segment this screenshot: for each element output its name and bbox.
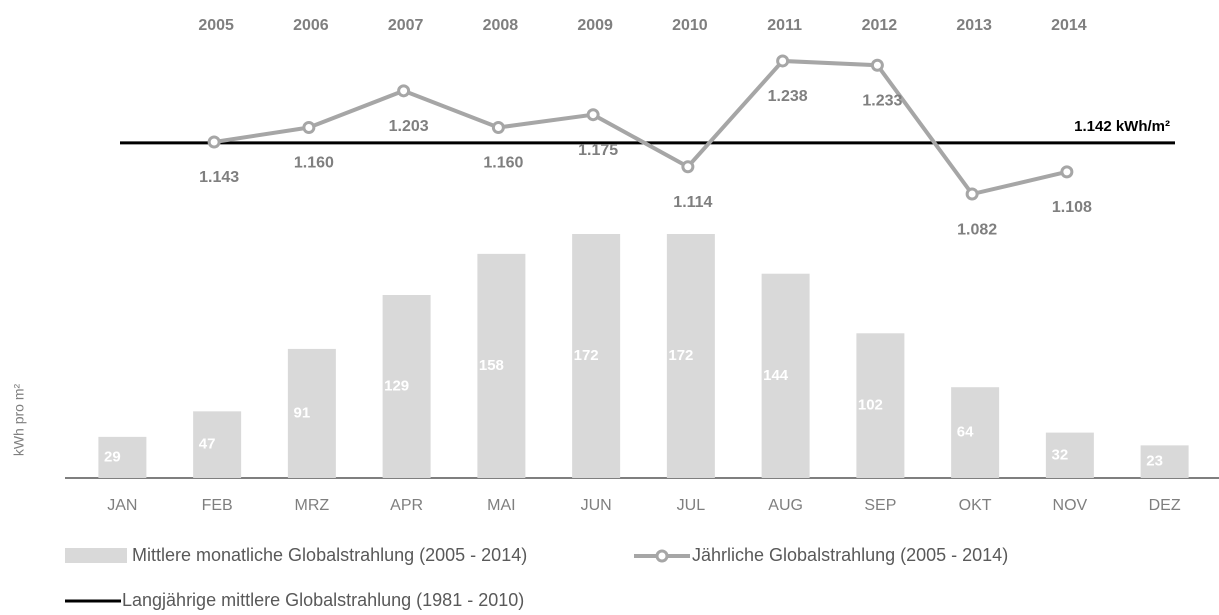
bar-label: 172 xyxy=(574,347,599,364)
point-label: 1.175 xyxy=(578,142,618,159)
year-label: 2014 xyxy=(1051,17,1087,34)
bar-label: 23 xyxy=(1146,453,1163,470)
point xyxy=(1060,165,1074,179)
x-tick-label: OKT xyxy=(959,497,992,514)
x-tick-label: SEP xyxy=(864,497,896,514)
bar-label: 172 xyxy=(668,347,693,364)
point-label: 1.108 xyxy=(1052,199,1092,216)
x-tick-label: JAN xyxy=(107,497,137,514)
bar xyxy=(1045,432,1094,478)
year-label: 2005 xyxy=(198,17,234,34)
bar-label: 64 xyxy=(957,424,974,441)
point-label: 1.203 xyxy=(389,118,429,135)
bar xyxy=(98,436,147,478)
year-label: 2012 xyxy=(862,17,898,34)
year-label: 2011 xyxy=(767,17,802,34)
legend-point xyxy=(655,549,669,563)
x-tick-label: NOV xyxy=(1053,497,1088,514)
bar-label: 32 xyxy=(1052,446,1069,463)
year-label: 2008 xyxy=(483,17,519,34)
bar xyxy=(287,348,336,478)
year-label: 2013 xyxy=(956,17,992,34)
bar xyxy=(477,253,526,478)
x-tick-label: FEB xyxy=(202,497,233,514)
point xyxy=(491,120,505,134)
bar-label: 47 xyxy=(199,436,216,453)
x-tick-label: DEZ xyxy=(1149,497,1181,514)
legend-label: Langjährige mittlere Globalstrahlung (19… xyxy=(122,590,524,610)
point xyxy=(207,135,221,149)
point xyxy=(681,160,695,174)
legend-label: Mittlere monatliche Globalstrahlung (200… xyxy=(132,545,527,565)
bar-label: 144 xyxy=(763,367,789,384)
year-label: 2007 xyxy=(388,17,424,34)
bar-label: 129 xyxy=(384,377,409,394)
x-tick-label: MRZ xyxy=(295,497,330,514)
reference-label: 1.142 kWh/m² xyxy=(1074,118,1170,135)
line xyxy=(213,58,1068,197)
bar-label: 29 xyxy=(104,448,121,465)
bar-label: 91 xyxy=(294,404,311,421)
year-label: 2006 xyxy=(293,17,329,34)
point xyxy=(586,108,600,122)
bar xyxy=(856,333,905,478)
bar-label: 102 xyxy=(858,397,883,414)
x-tick-label: JUL xyxy=(677,497,706,514)
point-label: 1.160 xyxy=(294,155,334,172)
bar xyxy=(666,234,715,478)
bar xyxy=(382,295,431,478)
bar-label: 158 xyxy=(479,357,504,374)
point-label: 1.233 xyxy=(862,92,902,109)
point xyxy=(302,120,316,134)
bar xyxy=(951,387,1000,478)
x-tick-label: MAI xyxy=(487,497,515,514)
point xyxy=(965,187,979,201)
point xyxy=(776,54,790,68)
point-label: 1.143 xyxy=(199,169,239,186)
point-label: 1.082 xyxy=(957,221,997,238)
year-label: 2009 xyxy=(577,17,613,34)
bar xyxy=(572,234,621,478)
x-tick-label: AUG xyxy=(768,497,803,514)
legend-label: Jährliche Globalstrahlung (2005 - 2014) xyxy=(692,545,1008,565)
point-label: 1.114 xyxy=(673,194,712,211)
bar xyxy=(1140,445,1189,478)
year-label: 2010 xyxy=(672,17,708,34)
point-label: 1.238 xyxy=(768,88,808,105)
point-label: 1.160 xyxy=(483,155,523,172)
point xyxy=(870,58,884,72)
point xyxy=(397,84,411,98)
x-tick-label: APR xyxy=(390,497,423,514)
y-axis-label: kWh pro m² xyxy=(11,383,27,456)
legend-swatch xyxy=(65,548,127,563)
bar xyxy=(761,273,810,478)
x-tick-label: JUN xyxy=(581,497,612,514)
bar xyxy=(193,411,242,478)
